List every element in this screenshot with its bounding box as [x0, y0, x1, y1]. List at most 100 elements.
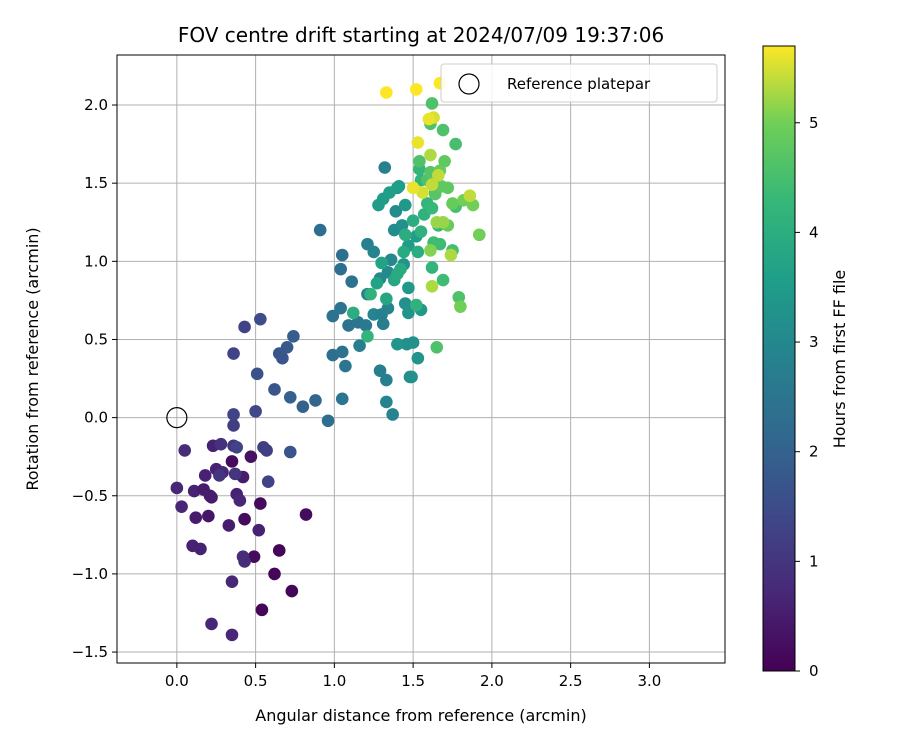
scatter-point — [189, 511, 203, 524]
scatter-point — [375, 256, 388, 270]
scatter-point — [425, 178, 439, 192]
scatter-point — [398, 198, 412, 212]
scatter-point — [452, 290, 466, 304]
scatter-point — [194, 542, 207, 556]
scatter-point — [339, 359, 352, 373]
scatter-point — [227, 408, 240, 421]
scatter-point — [402, 281, 415, 295]
scatter-point — [425, 261, 439, 274]
scatter-point — [463, 189, 477, 202]
scatter-point — [345, 275, 358, 288]
scatter-point — [411, 136, 425, 149]
scatter-point — [370, 276, 384, 290]
scatter-point — [175, 500, 188, 514]
scatter-point — [197, 483, 210, 496]
colorbar-tick-label: 0 — [809, 662, 819, 680]
scatter-point — [252, 523, 266, 537]
scatter-point — [198, 469, 212, 482]
plot-frame — [116, 54, 726, 664]
y-tick-label: −1.5 — [72, 643, 108, 661]
y-tick-label: 0.0 — [84, 409, 108, 427]
scatter-point — [187, 484, 201, 498]
scatter-point — [422, 112, 436, 126]
scatter-point — [384, 253, 398, 267]
scatter-point — [472, 228, 486, 242]
scatter-point — [268, 567, 281, 581]
scatter-point — [367, 245, 381, 259]
scatter-point — [227, 347, 240, 360]
scatter-point — [326, 309, 340, 323]
scatter-point — [380, 292, 393, 306]
scatter-point — [228, 467, 242, 481]
scatter-point — [389, 204, 403, 218]
scatter-point — [313, 223, 327, 237]
scatter-point — [299, 508, 313, 521]
scatter-point — [285, 584, 299, 598]
scatter-point — [213, 469, 226, 482]
scatter-point — [255, 603, 269, 617]
scatter-point — [346, 306, 360, 320]
scatter-point — [272, 544, 286, 557]
scatter-point — [250, 367, 264, 381]
scatter-point — [261, 475, 275, 488]
reference-layer — [166, 407, 188, 429]
scatter-point — [391, 337, 404, 351]
scatter-point — [233, 494, 247, 507]
x-tick-label: 0.0 — [165, 672, 189, 690]
scatter-point — [406, 336, 420, 349]
colorbar: 0 1 2 3 4 5 Hours from first FF file — [762, 45, 849, 680]
scatter-point — [214, 437, 228, 451]
scatter-point — [205, 617, 218, 631]
scatter-point — [260, 444, 273, 457]
legend-box — [440, 63, 718, 103]
scatter-point — [406, 181, 420, 195]
scatter-point — [238, 320, 251, 334]
scatter-point — [441, 181, 455, 195]
scatter-point — [309, 394, 322, 407]
legend: Reference platepar — [440, 63, 718, 103]
colorbar-tick-label: 2 — [809, 443, 819, 461]
scatter-point — [361, 330, 374, 343]
scatter-point — [222, 519, 236, 532]
legend-marker-reference — [458, 73, 480, 95]
colorbar-ticks: 0 1 2 3 4 5 — [795, 114, 819, 680]
x-axis-ticks: 0.0 0.5 1.0 1.5 2.0 2.5 3.0 — [165, 663, 661, 690]
reference-platepar-marker — [166, 407, 188, 429]
scatter-point — [276, 351, 289, 365]
y-axis-label: Rotation from reference (arcmin) — [23, 227, 42, 490]
scatter-point — [353, 339, 366, 353]
scatter-point — [380, 395, 393, 409]
colorbar-tick-label: 4 — [809, 223, 819, 241]
y-axis-ticks: −1.5 −1.0 −0.5 0.0 0.5 1.0 1.5 2.0 — [72, 96, 117, 661]
y-tick-label: 0.5 — [84, 330, 108, 348]
scatter-point — [397, 245, 410, 259]
scatter-point — [335, 392, 349, 406]
scatter-point — [409, 298, 423, 312]
scatter-point — [373, 364, 387, 378]
scatter-point — [335, 345, 349, 359]
scatter-point — [283, 390, 297, 404]
x-axis-label: Angular distance from reference (arcmin) — [255, 706, 586, 725]
scatter-point — [386, 408, 399, 421]
x-tick-label: 0.5 — [244, 672, 268, 690]
scatter-point — [413, 154, 426, 168]
scatter-point — [454, 300, 467, 313]
scatter-point — [398, 228, 412, 242]
scatter-point — [280, 340, 294, 354]
scatter-point — [436, 123, 450, 137]
scatter-point — [406, 214, 420, 227]
scatter-point — [449, 137, 462, 151]
scatter-point — [436, 273, 450, 287]
colorbar-tick-label: 5 — [809, 114, 819, 132]
scatter-point — [432, 169, 445, 182]
y-tick-label: −1.0 — [72, 565, 108, 583]
scatter-point — [225, 455, 239, 468]
scatter-point — [380, 86, 393, 99]
scatter-point — [244, 450, 258, 463]
x-tick-label: 3.0 — [637, 672, 661, 690]
x-tick-label: 2.0 — [480, 672, 504, 690]
scatter-point — [334, 301, 347, 315]
scatter-point — [205, 491, 218, 504]
